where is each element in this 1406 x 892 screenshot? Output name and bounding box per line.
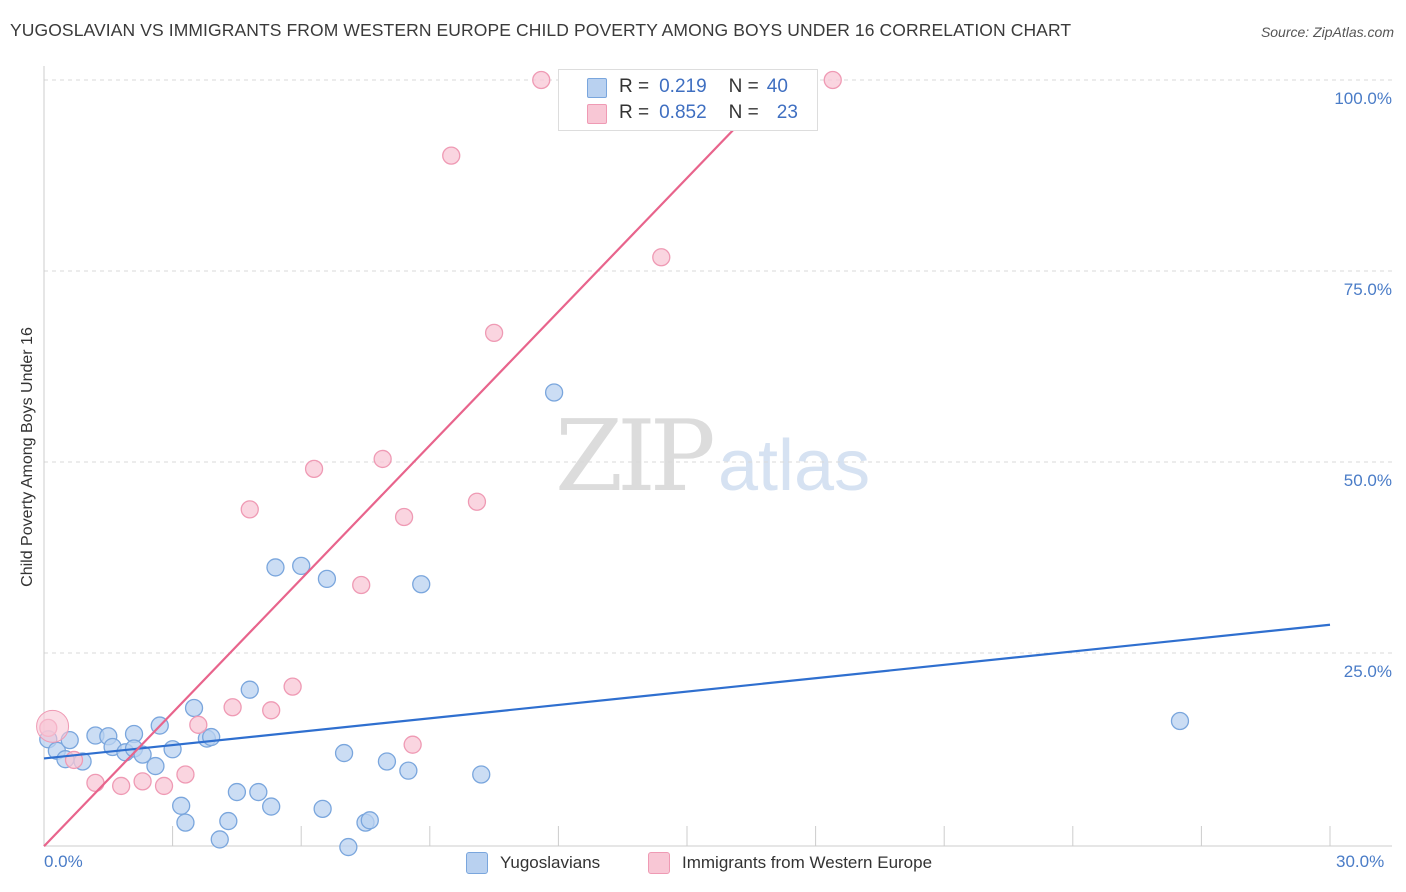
legend-swatch xyxy=(466,852,488,874)
immigrant-point xyxy=(112,776,131,796)
yugoslavian-point xyxy=(1170,711,1190,731)
series-legend: Yugoslavians Immigrants from Western Eur… xyxy=(0,852,1406,876)
yugoslavian-trend-line xyxy=(43,623,1331,760)
chart-title: YUGOSLAVIAN VS IMMIGRANTS FROM WESTERN E… xyxy=(10,20,1072,40)
yugoslavian-point xyxy=(360,811,379,830)
immigrant-trend-line xyxy=(43,79,783,848)
yugoslavian-point xyxy=(240,680,259,699)
legend-n-label: N = xyxy=(728,102,759,123)
legend-label: Immigrants from Western Europe xyxy=(682,853,933,872)
immigrant-point xyxy=(154,776,174,796)
yugoslavian-point xyxy=(146,756,165,776)
immigrant-point xyxy=(240,500,259,519)
legend-swatch-immigrants xyxy=(587,104,607,124)
immigrant-cluster-point xyxy=(36,709,70,743)
stats-legend: R = 0.219 N = 40 R = 0.852 N = 23 xyxy=(558,69,818,131)
yugoslavian-point xyxy=(202,727,221,747)
yugoslavian-point xyxy=(317,569,337,589)
immigrant-point xyxy=(223,698,242,717)
immigrant-point xyxy=(176,765,195,784)
y-tick-label: 100.0% xyxy=(1334,89,1392,108)
legend-row-immigrants: R = 0.852 N = 23 xyxy=(619,102,798,124)
yugoslavian-point xyxy=(163,740,182,759)
legend-n-value: 23 xyxy=(776,102,798,123)
legend-swatch xyxy=(648,852,670,874)
yugoslavian-point xyxy=(472,765,491,784)
watermark-zip: ZIP xyxy=(555,400,716,514)
immigrant-point xyxy=(189,715,208,734)
yugoslavian-point xyxy=(184,698,204,718)
immigrant-point xyxy=(394,507,414,527)
yugoslavian-point xyxy=(377,752,397,771)
y-tick-label: 75.0% xyxy=(1344,280,1392,299)
x-tick-max: 30.0% xyxy=(1336,852,1385,871)
immigrant-point xyxy=(262,701,281,720)
legend-item-yugoslavians: Yugoslavians xyxy=(466,852,600,874)
legend-r-label: R = xyxy=(619,76,650,97)
immigrant-point xyxy=(652,248,671,267)
immigrant-point xyxy=(283,677,302,696)
yugoslavian-point xyxy=(176,813,195,832)
yugoslavian-point xyxy=(412,575,431,594)
immigrant-point xyxy=(403,735,422,754)
immigrant-point xyxy=(484,323,504,343)
yugoslavian-point xyxy=(262,797,281,816)
yugoslavian-point xyxy=(334,743,354,763)
legend-swatch-yugoslavians xyxy=(587,78,607,98)
source-label: Source: ZipAtlas.com xyxy=(1260,24,1394,40)
immigrant-point xyxy=(352,575,371,595)
legend-r-value: 0.852 xyxy=(659,102,707,123)
legend-n-label: N = xyxy=(728,76,759,97)
immigrant-point xyxy=(373,449,392,469)
y-tick-label: 50.0% xyxy=(1344,471,1392,490)
yugoslavian-point xyxy=(399,761,418,780)
yugoslavian-point xyxy=(266,558,285,577)
immigrant-point xyxy=(823,70,842,90)
immigrant-point xyxy=(86,773,105,793)
watermark-atlas: atlas xyxy=(718,426,871,506)
yugoslavian-point xyxy=(172,796,191,815)
immigrant-point xyxy=(532,70,551,90)
yugoslavian-point xyxy=(339,837,358,857)
yugoslavian-point xyxy=(249,782,268,802)
yugoslavian-point xyxy=(210,830,229,849)
immigrant-point xyxy=(133,772,152,791)
immigrant-point xyxy=(442,146,461,165)
yugoslavian-point xyxy=(227,782,247,802)
legend-r-label: R = xyxy=(619,102,650,123)
yugoslavian-point xyxy=(133,745,152,764)
y-tick-label: 25.0% xyxy=(1344,662,1392,681)
immigrant-point xyxy=(467,492,487,511)
legend-row-yugoslavians: R = 0.219 N = 40 xyxy=(619,76,788,98)
yugoslavian-point xyxy=(292,556,311,576)
yugoslavian-point xyxy=(219,811,238,831)
immigrant-point xyxy=(304,459,324,479)
legend-r-value: 0.219 xyxy=(659,76,707,97)
legend-item-immigrants: Immigrants from Western Europe xyxy=(648,852,932,874)
legend-n-value: 40 xyxy=(766,76,788,97)
legend-label: Yugoslavians xyxy=(500,853,601,872)
yugoslavian-point xyxy=(544,383,564,402)
yugoslavian-point xyxy=(313,799,332,819)
x-tick-min: 0.0% xyxy=(44,852,83,871)
